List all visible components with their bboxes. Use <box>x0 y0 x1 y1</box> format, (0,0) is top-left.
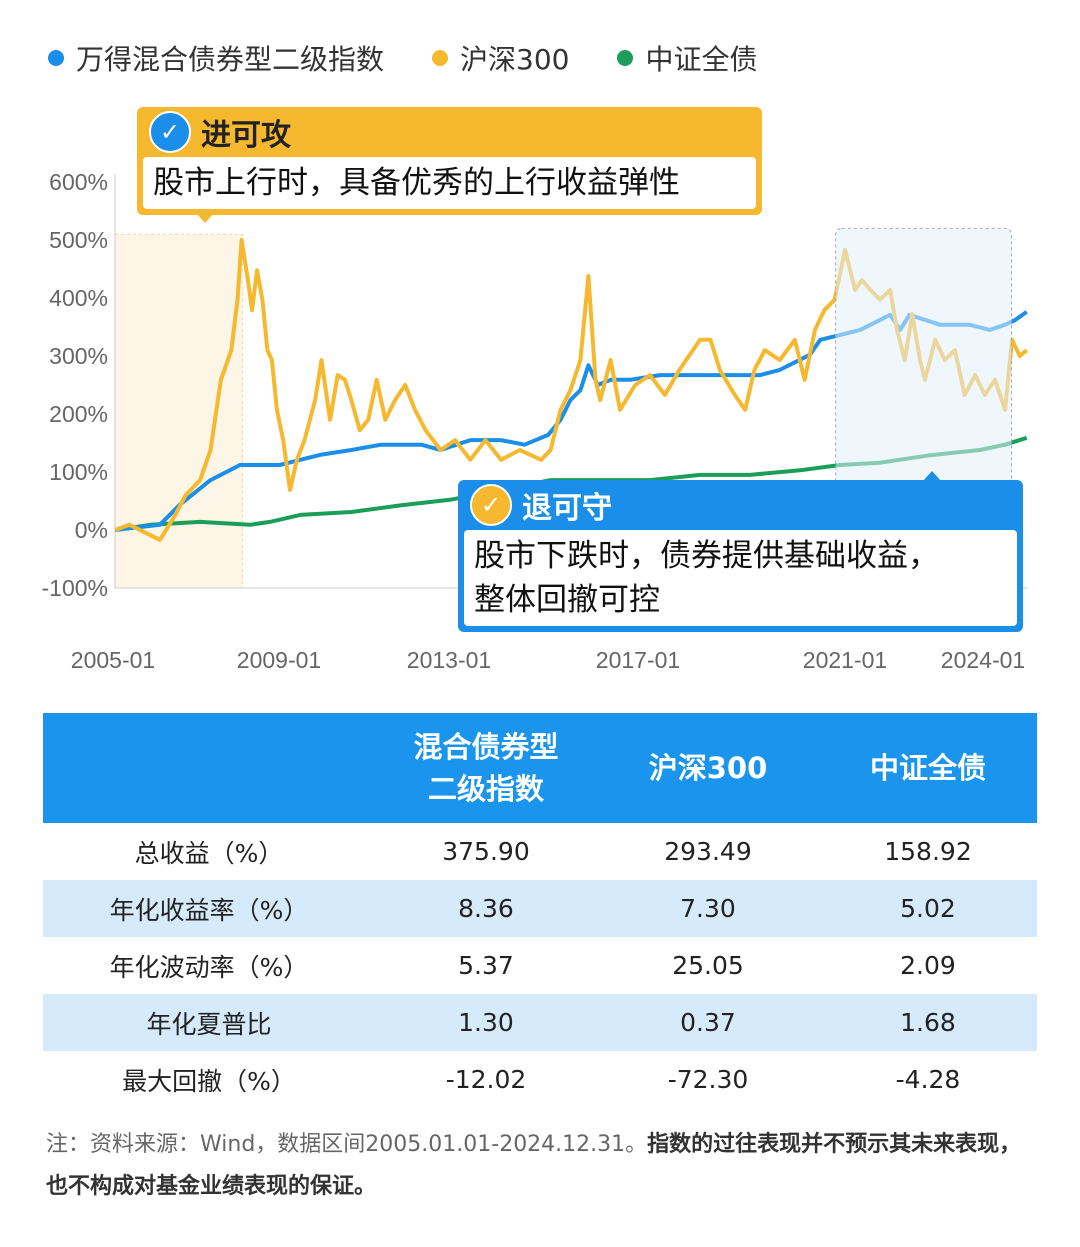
table-header-bond-index: 混合债券型 二级指数 <box>375 713 597 823</box>
x-tick-label: 2017-01 <box>596 647 680 673</box>
y-tick-label: 300% <box>49 343 108 369</box>
callout-attack-text: 股市上行时，具备优秀的上行收益弹性 <box>143 157 756 209</box>
check-icon: ✓ <box>149 111 191 153</box>
y-tick-label: 500% <box>49 227 108 253</box>
header-line: 混合债券型 <box>413 730 559 764</box>
legend-item-bond-index: 万得混合债券型二级指数 <box>48 38 384 78</box>
highlight-region-rise <box>114 233 243 589</box>
legend-label: 沪深300 <box>460 43 570 76</box>
callout-defend-text: 股市下跌时，债券提供基础收益， 整体回撤可控 <box>464 530 1017 626</box>
cell-value: 158.92 <box>884 837 972 866</box>
cell-value: 1.68 <box>819 994 1037 1051</box>
y-tick-label: 200% <box>49 401 108 427</box>
table-row: 年化收益率（%） 8.36 7.30 5.02 <box>43 880 1037 937</box>
header-line: 二级指数 <box>427 772 544 806</box>
row-label: 最大回撤（%） <box>122 1066 296 1096</box>
callout-defend-line: 股市下跌时，债券提供基础收益， <box>474 538 939 574</box>
callout-attack: ✓ 进可攻 股市上行时，具备优秀的上行收益弹性 <box>137 107 762 215</box>
table-header-bond-total: 中证全债 <box>819 713 1037 823</box>
callout-defend-pointer <box>923 471 941 481</box>
cell-value: 25.05 <box>672 951 744 980</box>
callout-attack-header: ✓ 进可攻 <box>137 107 762 157</box>
callout-defend-header: ✓ 退可守 <box>458 480 1023 530</box>
legend-item-hs300: 沪深300 <box>432 38 569 78</box>
y-tick-label: 100% <box>49 459 108 485</box>
footnote: 注：资料来源：Wind，数据区间2005.01.01-2024.12.31。指数… <box>46 1124 1041 1208</box>
footnote-source: 注：资料来源：Wind，数据区间2005.01.01-2024.12.31。 <box>46 1132 648 1157</box>
row-label: 年化收益率（%） <box>43 880 375 937</box>
cell-value: 293.49 <box>664 837 752 866</box>
legend-label: 万得混合债券型二级指数 <box>76 43 385 76</box>
x-tick-label: 2021-01 <box>803 647 887 673</box>
legend-dot <box>48 50 64 66</box>
cell-value: 0.37 <box>597 994 819 1051</box>
legend-dot <box>617 50 634 66</box>
chart-legend: 万得混合债券型二级指数 沪深300 中证全债 <box>48 38 757 78</box>
cell-value: -4.28 <box>895 1065 961 1094</box>
cell-value: 5.37 <box>458 951 514 980</box>
y-tick-label: -100% <box>42 575 108 601</box>
cell-value: 375.90 <box>442 837 530 866</box>
table-row: 总收益（%） 375.90 293.49 158.92 <box>43 823 1037 880</box>
callout-attack-pointer <box>196 213 214 223</box>
x-tick-label: 2009-01 <box>237 647 321 673</box>
callout-defend: ✓ 退可守 股市下跌时，债券提供基础收益， 整体回撤可控 <box>458 480 1023 632</box>
legend-label: 中证全债 <box>645 43 758 76</box>
y-tick-label: 0% <box>75 517 108 543</box>
table-row: 最大回撤（%） -12.02 -72.30 -4.28 <box>43 1051 1037 1108</box>
cell-value: 8.36 <box>375 880 597 937</box>
footnote-disclaimer: 指数的过往表现并不预示其未来表现，也不构成对基金业绩表现的保证。 <box>46 1132 1022 1199</box>
check-icon: ✓ <box>470 484 512 526</box>
table-header-empty <box>43 713 375 823</box>
table-row: 年化夏普比 1.30 0.37 1.68 <box>43 994 1037 1051</box>
x-tick-label: 2024-01 <box>941 647 1025 673</box>
legend-item-bond-total: 中证全债 <box>617 38 757 78</box>
callout-defend-line: 整体回撤可控 <box>474 582 660 618</box>
callout-attack-title: 进可攻 <box>201 118 291 153</box>
x-tick-label: 2005-01 <box>71 647 155 673</box>
row-label: 年化波动率（%） <box>109 952 309 982</box>
y-tick-label: 400% <box>49 285 108 311</box>
table-header-hs300: 沪深300 <box>597 713 819 823</box>
y-tick-label: 600% <box>49 169 108 195</box>
table-row: 年化波动率（%） 5.37 25.05 2.09 <box>43 937 1037 994</box>
x-tick-label: 2013-01 <box>407 647 491 673</box>
row-label: 年化夏普比 <box>43 994 375 1051</box>
table-header-row: 混合债券型二级指数 沪深300 中证全债 <box>43 713 1037 823</box>
performance-table: 混合债券型二级指数 沪深300 中证全债 总收益（%） 375.90 293.49 1… <box>43 713 1037 1108</box>
cell-value: 1.30 <box>375 994 597 1051</box>
legend-dot <box>432 50 449 66</box>
cell-value: -12.02 <box>445 1065 527 1094</box>
row-label: 总收益（%） <box>134 838 284 868</box>
cell-value: 5.02 <box>819 880 1037 937</box>
cell-value: 2.09 <box>900 951 956 980</box>
callout-defend-title: 退可守 <box>522 491 612 526</box>
cell-value: 7.30 <box>597 880 819 937</box>
cell-value: -72.30 <box>667 1065 749 1094</box>
